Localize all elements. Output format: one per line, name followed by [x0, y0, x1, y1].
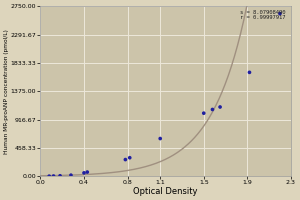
Point: [69, 174, 74, 177]
Point: [82, 171, 86, 174]
Point: [201, 112, 206, 115]
Point: [127, 156, 132, 159]
Text: s = 8.07908490
r = 0.99997917: s = 8.07908490 r = 0.99997917: [240, 10, 286, 20]
Point: [123, 158, 128, 161]
Point: [58, 174, 62, 177]
Point: [85, 170, 90, 174]
Point: [51, 174, 56, 178]
Point: [158, 137, 163, 140]
Point: [210, 108, 215, 111]
Point: [278, 12, 282, 15]
Point: [218, 105, 223, 109]
Y-axis label: Human MR-proANP concentration (pmol/L): Human MR-proANP concentration (pmol/L): [4, 29, 9, 154]
Point: [247, 71, 252, 74]
X-axis label: Optical Density: Optical Density: [134, 187, 198, 196]
Point: [47, 175, 52, 178]
